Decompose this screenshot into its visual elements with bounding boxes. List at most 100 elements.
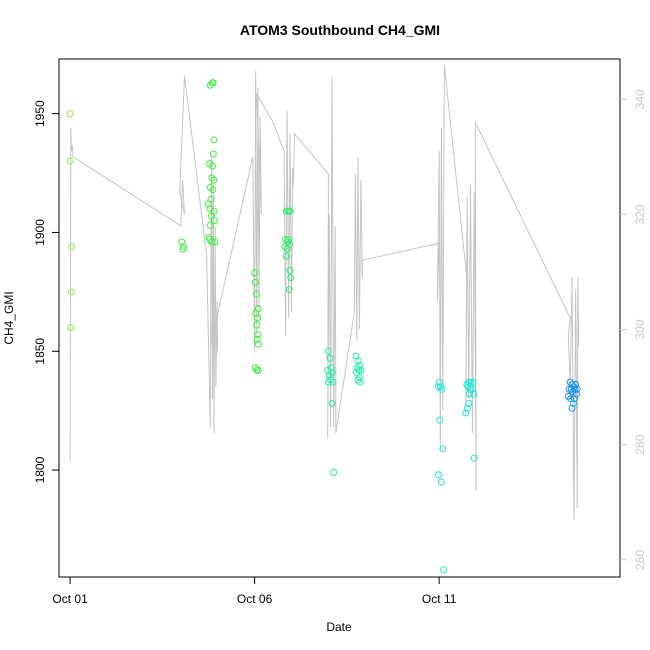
data-point-75 <box>354 376 362 384</box>
data-point-4 <box>67 324 75 331</box>
data-point-61 <box>328 369 336 377</box>
data-point-93 <box>465 390 473 398</box>
x-tick-label-1: Oct 06 <box>237 592 273 606</box>
data-point-11 <box>210 136 218 144</box>
data-point-87 <box>465 378 473 386</box>
data-point-37 <box>254 331 262 339</box>
data-point-108 <box>564 392 572 400</box>
data-point-35 <box>252 309 260 317</box>
data-point-55 <box>285 286 293 293</box>
data-point-63 <box>324 378 332 386</box>
data-point-54 <box>287 274 295 282</box>
data-point-82 <box>439 445 447 453</box>
y-right-tick-label-0: 260 <box>633 549 647 569</box>
line-series <box>69 64 580 520</box>
data-point-96 <box>463 404 471 412</box>
data-point-102 <box>572 381 580 388</box>
data-point-64 <box>329 378 337 386</box>
series-line <box>69 64 580 520</box>
data-point-30 <box>251 269 259 277</box>
data-point-67 <box>352 352 360 360</box>
data-point-39 <box>253 335 261 343</box>
data-point-52 <box>282 252 290 260</box>
data-point-89 <box>469 378 477 386</box>
y-tick-label-2: 1900 <box>33 219 47 246</box>
scatter-points <box>66 79 581 574</box>
data-point-107 <box>573 385 581 393</box>
data-point-15 <box>208 174 216 182</box>
data-point-36 <box>253 321 261 329</box>
y-tick-label-0: 1800 <box>33 456 47 483</box>
y-axis-right: 260 280 300 320 340 <box>620 89 647 570</box>
data-point-58 <box>327 364 335 372</box>
data-point-97 <box>462 409 470 417</box>
y-axis-left: 1800 1850 1900 1950 <box>33 100 59 483</box>
y-right-tick-label-4: 340 <box>633 89 647 109</box>
data-point-3 <box>67 288 75 296</box>
data-point-14 <box>209 162 216 170</box>
data-point-98 <box>470 454 478 462</box>
data-point-111 <box>572 390 580 398</box>
data-point-0 <box>66 110 74 118</box>
data-point-31 <box>251 278 259 286</box>
data-point-24 <box>210 217 218 225</box>
data-point-113 <box>570 400 577 407</box>
y-right-tick-label-2: 300 <box>633 319 647 339</box>
plot-frame <box>58 58 621 578</box>
data-point-94 <box>470 390 478 398</box>
data-point-80 <box>434 383 442 391</box>
data-point-57 <box>326 354 334 362</box>
data-point-5 <box>178 238 186 246</box>
data-point-53 <box>286 267 294 274</box>
data-point-46 <box>282 236 290 244</box>
data-point-43 <box>282 207 290 215</box>
data-point-56 <box>324 347 332 355</box>
data-point-51 <box>285 236 293 244</box>
data-point-68 <box>354 357 362 365</box>
data-point-20 <box>204 200 212 208</box>
data-point-77 <box>435 378 443 386</box>
data-point-38 <box>254 340 262 348</box>
data-point-95 <box>465 400 473 407</box>
y-tick-label-1: 1850 <box>33 338 47 365</box>
data-point-2 <box>68 243 76 251</box>
data-point-83 <box>434 471 442 479</box>
data-point-49 <box>281 243 289 251</box>
data-point-45 <box>286 207 294 215</box>
y-tick-label-3: 1950 <box>33 100 47 127</box>
data-point-81 <box>436 416 444 424</box>
data-point-27 <box>208 238 216 246</box>
data-point-106 <box>571 385 579 393</box>
chart-title: ATOM3 Southbound CH4_GMI <box>240 22 440 38</box>
data-point-25 <box>206 221 214 229</box>
data-point-71 <box>355 366 363 374</box>
data-point-29 <box>206 236 214 244</box>
y-right-tick-label-1: 280 <box>633 434 647 454</box>
data-point-79 <box>438 385 446 393</box>
data-point-91 <box>466 385 474 393</box>
x-tick-label-0: Oct 01 <box>52 592 88 606</box>
data-point-16 <box>210 176 218 184</box>
data-point-76 <box>356 378 364 386</box>
y-right-tick-label-3: 320 <box>633 204 647 224</box>
data-point-66 <box>330 468 338 476</box>
data-point-65 <box>328 400 336 407</box>
y-axis-label: CH4_GMI <box>2 291 16 344</box>
data-point-10 <box>209 79 217 87</box>
x-tick-label-2: Oct 11 <box>422 592 457 606</box>
data-point-84 <box>437 478 445 486</box>
data-point-32 <box>253 290 260 298</box>
x-axis-label: Date <box>326 620 352 634</box>
data-point-50 <box>283 245 291 253</box>
data-point-42 <box>254 366 262 374</box>
data-point-85 <box>440 566 448 574</box>
data-point-62 <box>327 376 335 384</box>
data-point-34 <box>254 314 262 322</box>
data-point-18 <box>209 186 217 194</box>
data-point-1 <box>66 157 74 165</box>
data-point-7 <box>180 243 188 251</box>
data-point-112 <box>568 404 576 412</box>
data-point-12 <box>209 150 217 158</box>
